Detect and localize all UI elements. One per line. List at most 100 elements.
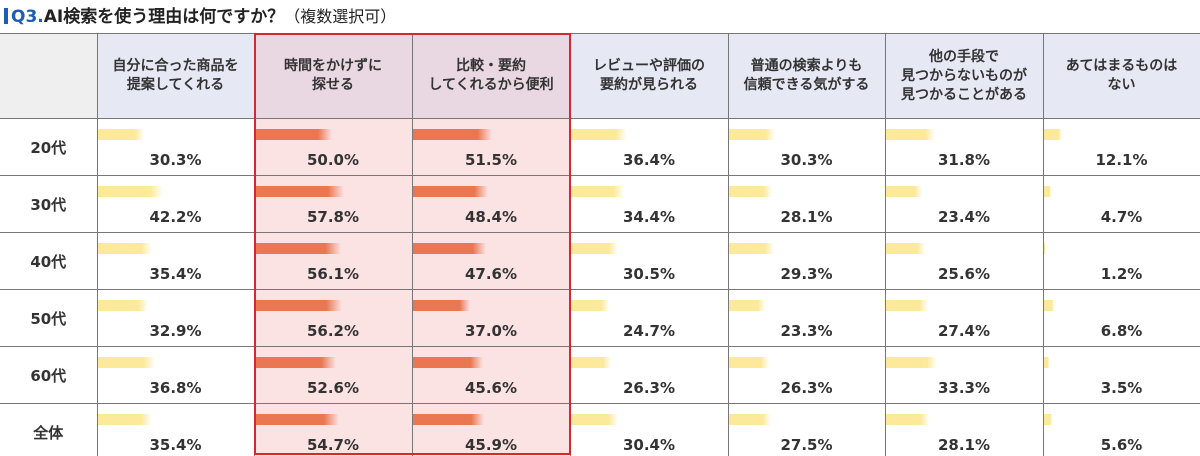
table-row: 60代 36.8% 52.6% 45.6% 26.3% 26.3% 33.3% 3.5% — [0, 346, 1200, 404]
value-label: 32.9% — [149, 322, 202, 340]
data-cell: 51.5% — [411, 118, 571, 176]
value-label: 56.2% — [306, 322, 360, 340]
bar — [728, 186, 773, 197]
data-cell: 45.9% — [411, 403, 571, 456]
data-cell: 52.6% — [253, 346, 413, 404]
bar — [570, 357, 612, 368]
bar — [885, 300, 928, 311]
value-label: 5.6% — [1100, 436, 1143, 454]
column-header: あてはまるものは ない — [1042, 33, 1200, 119]
bar — [412, 186, 488, 197]
value-label: 28.1% — [780, 208, 833, 226]
bar — [254, 357, 337, 368]
bar — [254, 186, 345, 197]
bar — [1043, 186, 1051, 197]
value-label: 36.4% — [622, 151, 676, 169]
bar — [728, 414, 772, 425]
data-cell: 26.3% — [569, 346, 729, 404]
data-cell: 56.1% — [253, 232, 413, 290]
data-cell: 3.5% — [1042, 346, 1200, 404]
value-label: 45.9% — [464, 436, 518, 454]
value-label: 35.4% — [149, 265, 202, 283]
data-cell: 31.8% — [884, 118, 1044, 176]
value-label: 30.5% — [622, 265, 676, 283]
results-table: 自分に合った商品を 提案してくれる 時間をかけずに 探せる 比較・要約 してくれるか… — [0, 33, 1200, 456]
data-cell: 35.4% — [96, 403, 255, 456]
column-header: 普通の検索よりも 信頼できる気がする — [727, 33, 886, 119]
data-cell: 47.6% — [411, 232, 571, 290]
data-cell: 37.0% — [411, 289, 571, 347]
data-cell: 30.5% — [569, 232, 729, 290]
data-cell: 54.7% — [253, 403, 413, 456]
value-label: 33.3% — [937, 379, 991, 397]
row-label: 20代 — [0, 118, 98, 176]
value-label: 51.5% — [464, 151, 518, 169]
column-header: 他の手段で 見つからないものが 見つかることがある — [884, 33, 1044, 119]
value-label: 12.1% — [1095, 151, 1148, 169]
data-cell: 28.1% — [884, 403, 1044, 456]
data-cell: 26.3% — [727, 346, 886, 404]
bar — [97, 129, 145, 140]
bar — [412, 414, 484, 425]
bar — [97, 414, 153, 425]
row-label: 60代 — [0, 346, 98, 404]
data-cell: 30.4% — [569, 403, 729, 456]
value-label: 4.7% — [1100, 208, 1143, 226]
bar — [412, 243, 487, 254]
table-row: 30代 42.2% 57.8% 48.4% 34.4% 28.1% 23.4% 4.7% — [0, 175, 1200, 233]
value-label: 23.3% — [780, 322, 833, 340]
row-label: 50代 — [0, 289, 98, 347]
bar — [728, 129, 776, 140]
bar — [412, 357, 484, 368]
data-cell: 35.4% — [96, 232, 255, 290]
bar — [254, 414, 340, 425]
data-cell: 45.6% — [411, 346, 571, 404]
title-marker — [4, 8, 8, 24]
value-label: 48.4% — [464, 208, 518, 226]
bar — [254, 243, 342, 254]
corner-cell — [0, 33, 98, 119]
column-header: レビューや評価の 要約が見られる — [569, 33, 729, 119]
value-label: 57.8% — [306, 208, 360, 226]
data-cell: 30.3% — [727, 118, 886, 176]
value-label: 29.3% — [780, 265, 833, 283]
bar — [254, 129, 332, 140]
bar — [1043, 414, 1053, 425]
value-label: 35.4% — [149, 436, 202, 454]
column-header: 時間をかけずに 探せる — [253, 33, 413, 119]
value-label: 42.2% — [149, 208, 202, 226]
row-label: 全体 — [0, 403, 98, 456]
value-label: 36.8% — [149, 379, 202, 397]
data-cell: 27.5% — [727, 403, 886, 456]
value-label: 23.4% — [937, 208, 991, 226]
bar — [1043, 300, 1055, 311]
column-header: 比較・要約 してくれるから便利 — [411, 33, 571, 119]
data-cell: 32.9% — [96, 289, 255, 347]
question-text: AI検索を使う理由は何ですか？ — [43, 7, 285, 27]
data-cell: 25.6% — [884, 232, 1044, 290]
value-label: 54.7% — [306, 436, 360, 454]
data-cell: 50.0% — [253, 118, 413, 176]
bar — [728, 243, 774, 254]
value-label: 3.5% — [1100, 379, 1143, 397]
bar — [1043, 129, 1063, 140]
value-label: 30.3% — [149, 151, 202, 169]
table-row: 50代 32.9% 56.2% 37.0% 24.7% 23.3% 27.4% 6.8% — [0, 289, 1200, 347]
bar — [97, 300, 149, 311]
data-cell: 36.8% — [96, 346, 255, 404]
data-cell: 57.8% — [253, 175, 413, 233]
value-label: 27.4% — [937, 322, 991, 340]
data-cell: 27.4% — [884, 289, 1044, 347]
value-label: 50.0% — [306, 151, 360, 169]
value-label: 37.0% — [464, 322, 518, 340]
bar — [412, 300, 470, 311]
data-cell: 36.4% — [569, 118, 729, 176]
data-cell: 42.2% — [96, 175, 255, 233]
bar — [728, 300, 765, 311]
table-row: 20代 30.3% 50.0% 51.5% 36.4% 30.3% 31.8% 12.1% — [0, 118, 1200, 176]
column-header: 自分に合った商品を 提案してくれる — [96, 33, 255, 119]
data-cell: 29.3% — [727, 232, 886, 290]
data-cell: 4.7% — [1042, 175, 1200, 233]
value-label: 6.8% — [1100, 322, 1143, 340]
